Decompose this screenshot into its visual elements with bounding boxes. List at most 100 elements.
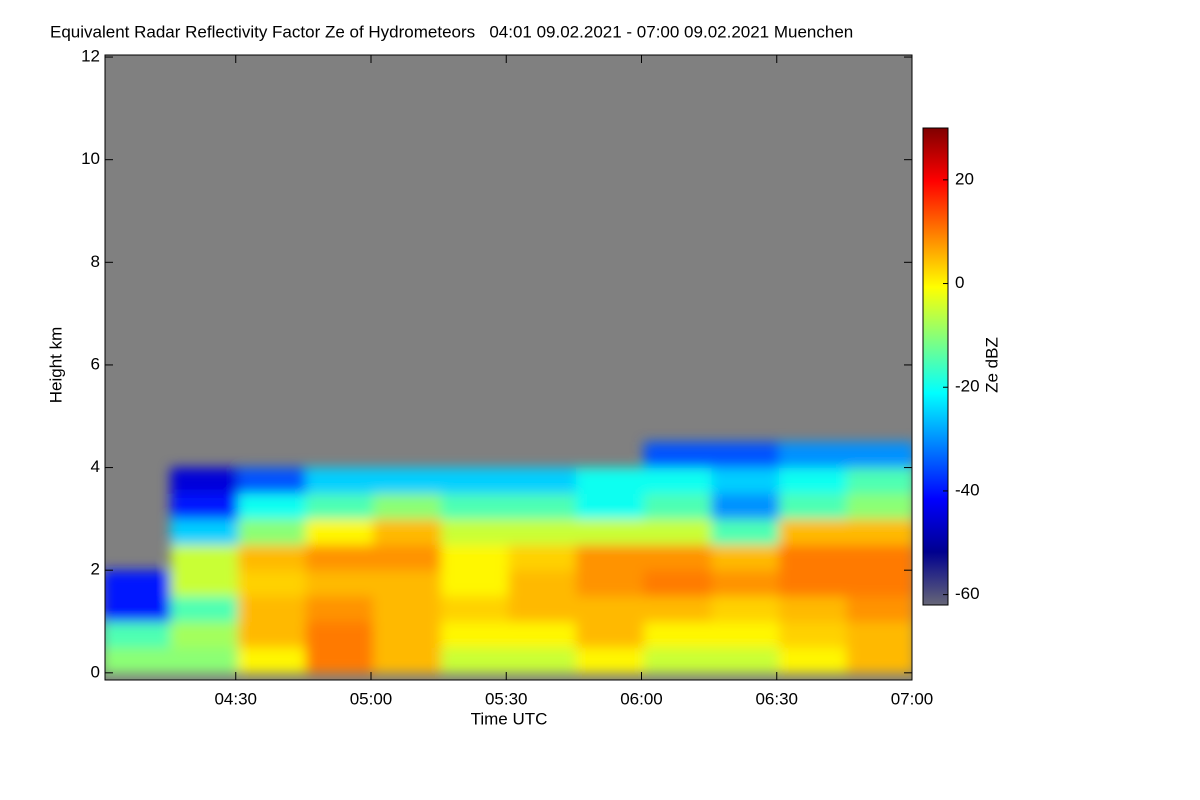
heatmap-cell bbox=[440, 493, 509, 520]
heatmap-cell bbox=[237, 595, 307, 623]
heatmap-cell bbox=[846, 595, 912, 623]
heatmap-cell bbox=[440, 467, 509, 494]
y-tick-label: 10 bbox=[81, 149, 100, 168]
heatmap-cell bbox=[237, 647, 307, 674]
heatmap-cell bbox=[170, 595, 239, 623]
heatmap-cell bbox=[643, 441, 712, 469]
heatmap-cell bbox=[508, 544, 577, 571]
heatmap-cell bbox=[237, 467, 307, 494]
heatmap-cell bbox=[305, 518, 374, 546]
heatmap-cell bbox=[643, 467, 712, 494]
heatmap-cell bbox=[643, 595, 712, 623]
heatmap-cell bbox=[779, 570, 848, 597]
heatmap-cell bbox=[305, 467, 374, 494]
heatmap-cell bbox=[373, 518, 442, 546]
heatmap-cell bbox=[711, 467, 780, 494]
y-tick-label: 8 bbox=[91, 252, 100, 271]
y-tick-label: 2 bbox=[91, 560, 100, 579]
x-axis-label: Time UTC bbox=[471, 709, 548, 728]
y-tick-label: 12 bbox=[81, 47, 100, 66]
x-tick-label: 05:00 bbox=[350, 689, 393, 708]
heatmap-cell bbox=[237, 518, 307, 546]
heatmap-cell bbox=[576, 595, 645, 623]
heatmap-cell bbox=[170, 467, 239, 494]
heatmap-cell bbox=[779, 595, 848, 623]
chart-title: Equivalent Radar Reflectivity Factor Ze … bbox=[50, 22, 853, 41]
colorbar-tick-label: -40 bbox=[955, 480, 980, 499]
heatmap-cell bbox=[440, 518, 509, 546]
colorbar-label: Ze dBZ bbox=[982, 337, 1001, 393]
heatmap-cell bbox=[576, 493, 645, 520]
heatmap-cells bbox=[105, 441, 912, 674]
heatmap-cell bbox=[440, 647, 509, 674]
heatmap-cell bbox=[643, 621, 712, 648]
heatmap-cell bbox=[170, 570, 239, 597]
heatmap-cell bbox=[643, 544, 712, 571]
heatmap-cell bbox=[508, 467, 577, 494]
y-tick-label: 4 bbox=[91, 457, 100, 476]
heatmap-cell bbox=[508, 621, 577, 648]
x-tick-label: 05:30 bbox=[485, 689, 528, 708]
heatmap-cell bbox=[779, 518, 848, 546]
heatmap-cell bbox=[373, 570, 442, 597]
heatmap-cell bbox=[846, 621, 912, 648]
heatmap-cell bbox=[711, 621, 780, 648]
heatmap-cell bbox=[846, 493, 912, 520]
heatmap-cell bbox=[373, 595, 442, 623]
heatmap-cell bbox=[846, 647, 912, 674]
heatmap-cell bbox=[237, 621, 307, 648]
heatmap-cell bbox=[105, 595, 171, 623]
heatmap-cell bbox=[440, 544, 509, 571]
heatmap-cell bbox=[305, 595, 374, 623]
y-tick-label: 0 bbox=[91, 662, 100, 681]
heatmap bbox=[105, 441, 912, 674]
heatmap-cell bbox=[779, 647, 848, 674]
heatmap-cell bbox=[170, 493, 239, 520]
heatmap-cell bbox=[508, 493, 577, 520]
heatmap-cell bbox=[846, 570, 912, 597]
heatmap-cell bbox=[440, 621, 509, 648]
heatmap-cell bbox=[779, 467, 848, 494]
heatmap-cell bbox=[170, 621, 239, 648]
heatmap-cell bbox=[711, 493, 780, 520]
heatmap-cell bbox=[237, 544, 307, 571]
heatmap-cell bbox=[846, 544, 912, 571]
heatmap-cell bbox=[508, 595, 577, 623]
y-axis-label: Height km bbox=[46, 327, 65, 404]
plot-frame bbox=[104, 54, 913, 681]
heatmap-cell bbox=[643, 647, 712, 674]
heatmap-cell bbox=[711, 647, 780, 674]
colorbar-tick-label: 20 bbox=[955, 169, 974, 188]
colorbar bbox=[922, 127, 949, 606]
colorbar-tick-label: 0 bbox=[955, 273, 964, 292]
heatmap-cell bbox=[711, 570, 780, 597]
heatmap-cell bbox=[643, 518, 712, 546]
heatmap-cell bbox=[508, 647, 577, 674]
x-tick-label: 06:30 bbox=[755, 689, 798, 708]
heatmap-cell bbox=[576, 621, 645, 648]
heatmap-cell bbox=[711, 518, 780, 546]
heatmap-cell bbox=[373, 647, 442, 674]
heatmap-cell bbox=[305, 621, 374, 648]
heatmap-cell bbox=[576, 570, 645, 597]
heatmap-cell bbox=[779, 621, 848, 648]
heatmap-cell bbox=[846, 441, 912, 469]
heatmap-cell bbox=[373, 493, 442, 520]
heatmap-cell bbox=[305, 493, 374, 520]
heatmap-cell bbox=[440, 570, 509, 597]
heatmap-cell bbox=[846, 518, 912, 546]
heatmap-cell bbox=[170, 518, 239, 546]
heatmap-cell bbox=[170, 544, 239, 571]
heatmap-cell bbox=[105, 570, 171, 597]
heatmap-cell bbox=[373, 544, 442, 571]
y-tick-label: 6 bbox=[91, 354, 100, 373]
colorbar-tick-label: -20 bbox=[955, 377, 980, 396]
colorbar-tick-label: -60 bbox=[955, 584, 980, 603]
heatmap-cell bbox=[305, 570, 374, 597]
heatmap-cell bbox=[508, 570, 577, 597]
heatmap-cell bbox=[508, 518, 577, 546]
x-tick-label: 04:30 bbox=[214, 689, 257, 708]
heatmap-cell bbox=[711, 595, 780, 623]
heatmap-cell bbox=[779, 441, 848, 469]
heatmap-cell bbox=[305, 647, 374, 674]
